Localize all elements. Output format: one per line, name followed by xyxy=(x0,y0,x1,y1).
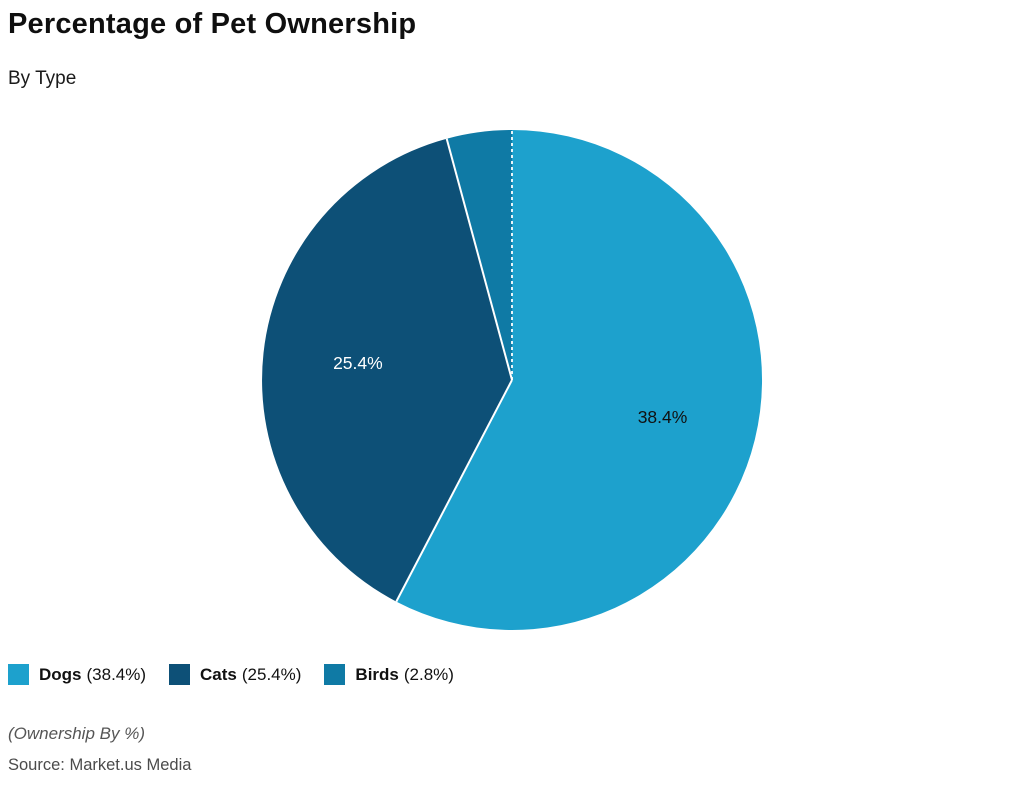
legend-item-cats[interactable]: Cats (25.4%) xyxy=(169,664,301,685)
slice-divider xyxy=(445,138,513,381)
legend-label-cats: Cats xyxy=(200,664,237,684)
legend-swatch-birds xyxy=(324,664,346,685)
page-subtitle: By Type xyxy=(8,68,77,89)
pie-slice-dogs[interactable] xyxy=(396,130,763,630)
legend-item-birds[interactable]: Birds (2.8%) xyxy=(324,664,454,685)
page-title: Percentage of Pet Ownership xyxy=(8,8,417,40)
legend-value-birds: (2.8%) xyxy=(403,664,454,684)
footer-note: (Ownership By %) xyxy=(8,724,145,743)
legend: Dogs (38.4%) Cats (25.4%) Birds (2.8%) xyxy=(8,664,454,685)
legend-value-cats: (25.4%) xyxy=(241,664,302,684)
legend-label-dogs: Dogs xyxy=(39,664,82,684)
slice-label-cats: 25.4% xyxy=(333,353,383,373)
pie-slice-cats[interactable] xyxy=(262,138,512,602)
slice-divider xyxy=(395,379,513,603)
legend-swatch-cats xyxy=(169,664,191,685)
slice-label-dogs: 38.4% xyxy=(638,407,688,427)
legend-label-birds: Birds xyxy=(355,664,399,684)
legend-swatch-dogs xyxy=(8,664,29,685)
legend-item-dogs[interactable]: Dogs (38.4%) xyxy=(8,664,146,685)
source-text: Source: Market.us Media xyxy=(8,756,192,774)
legend-value-dogs: (38.4%) xyxy=(86,664,147,684)
